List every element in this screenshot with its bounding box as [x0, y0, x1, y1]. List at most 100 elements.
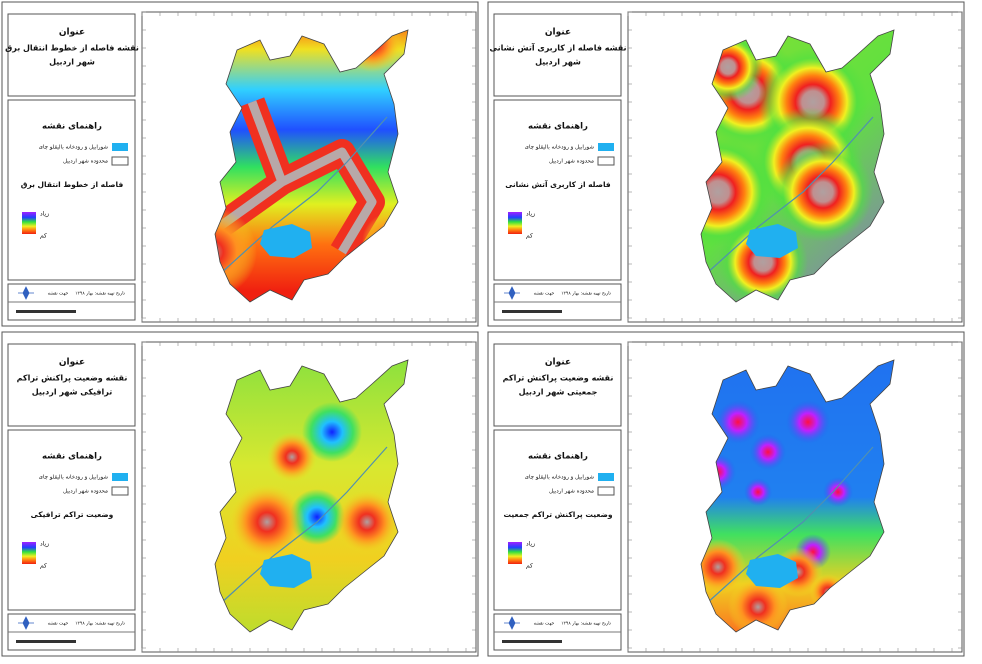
title-heading: عنوان: [545, 358, 571, 368]
map-title: شهر اردبیل: [49, 58, 95, 67]
north-arrow: [504, 286, 520, 300]
legend-item: شورابیل و رودخانه بالیقلو چای: [39, 475, 109, 481]
color-ramp: [508, 542, 522, 564]
layer-title: فاصله از خطوط انتقال برق: [21, 180, 124, 189]
city-map: [214, 359, 409, 633]
map-panel: عنوان نقشه فاصله از خطوط انتقال برق شهر ار…: [1, 1, 479, 327]
map-panel: عنوان نقشه وضعیت پراکنش تراکم جمعیتی شهر ا…: [487, 331, 965, 657]
north-label: جهت نقشه: [48, 292, 69, 297]
city-boundary: [214, 359, 409, 633]
date-label: تاریخ تهیه نقشه: بهار ۱۳۹۸: [561, 291, 612, 297]
boundary-swatch: [597, 486, 615, 496]
heat-spot: [728, 577, 788, 632]
scale-bar: [16, 640, 76, 643]
legend-box: [7, 429, 136, 611]
legend-item: شورابیل و رودخانه بالیقلو چای: [525, 145, 595, 151]
layer-title: وضعیت پراکنش تراکم جمعیت: [503, 510, 612, 519]
map-title: نقشه فاصله از خطوط انتقال برق: [5, 44, 139, 53]
river: [219, 446, 388, 605]
heat-spot: [335, 490, 399, 554]
legend-item: محدوده شهر اردبیل: [63, 489, 108, 495]
heat-spot: [744, 478, 772, 506]
boundary-swatch: [111, 156, 129, 166]
water-swatch: [598, 143, 614, 151]
lake: [746, 554, 798, 588]
map-title: شهر اردبیل: [535, 58, 581, 67]
heat-spot: [267, 432, 317, 482]
power-line: [215, 100, 377, 255]
title-box: [493, 343, 622, 427]
map-title: نقشه فاصله از کاربری آتش نشانی: [490, 43, 627, 54]
water-swatch: [112, 473, 128, 481]
heat-surface: [215, 360, 408, 632]
water-swatch: [112, 143, 128, 151]
map-panel: عنوان نقشه وضعیت پراکنش تراکم ترافیکی شهر …: [1, 331, 479, 657]
date-label: تاریخ تهیه نقشه: بهار ۱۳۹۸: [75, 621, 126, 627]
layer-title: فاصله از کاربری آتش نشانی: [505, 179, 611, 189]
low-label: کم: [526, 563, 533, 570]
low-label: کم: [40, 563, 47, 570]
scale-bar: [16, 310, 76, 313]
north-label: جهت نقشه: [48, 622, 69, 627]
title-heading: عنوان: [59, 28, 85, 38]
title-box: [7, 343, 136, 427]
heat-spot: [229, 484, 305, 560]
legend-heading: راهنمای نقشه: [42, 122, 102, 132]
legend-item: شورابیل و رودخانه بالیقلو چای: [525, 475, 595, 481]
heat-spot: [773, 142, 873, 242]
city-boundary: [700, 29, 895, 303]
river: [705, 446, 874, 605]
heat-spot: [701, 137, 773, 247]
color-ramp: [22, 542, 36, 564]
legend-item: محدوده شهر اردبیل: [549, 159, 594, 165]
city-boundary: [214, 29, 409, 303]
river: [705, 116, 874, 275]
legend-box: [7, 99, 136, 281]
boundary-swatch: [111, 486, 129, 496]
river: [219, 116, 388, 275]
city-boundary: [700, 359, 895, 633]
low-label: کم: [40, 233, 47, 240]
north-arrow: [18, 286, 34, 300]
legend-item: محدوده شهر اردبیل: [63, 159, 108, 165]
layer-title: وضعیت تراکم ترافیکی: [31, 510, 114, 519]
high-label: زیاد: [526, 211, 535, 218]
water-swatch: [598, 473, 614, 481]
date-label: تاریخ تهیه نقشه: بهار ۱۳۹۸: [561, 621, 612, 627]
heat-spot: [823, 477, 853, 507]
legend-item: شورابیل و رودخانه بالیقلو چای: [39, 145, 109, 151]
lake: [260, 224, 312, 258]
lake: [260, 554, 312, 588]
low-label: کم: [526, 233, 533, 240]
title-heading: عنوان: [59, 358, 85, 368]
north-arrow: [504, 616, 520, 630]
scale-bar: [502, 310, 562, 313]
color-ramp: [508, 212, 522, 234]
heat-spot: [302, 402, 362, 462]
legend-heading: راهنمای نقشه: [528, 452, 588, 462]
color-ramp: [22, 212, 36, 234]
heat-spot: [786, 400, 830, 444]
heat-spot: [750, 434, 786, 470]
high-label: زیاد: [526, 541, 535, 548]
high-label: زیاد: [40, 541, 49, 548]
title-box: [7, 13, 136, 97]
legend-heading: راهنمای نقشه: [528, 122, 588, 132]
map-title: نقشه وضعیت پراکنش تراکم: [17, 374, 128, 384]
map-title: ترافیکی شهر اردبیل: [32, 388, 113, 397]
north-label: جهت نقشه: [534, 292, 555, 297]
title-heading: عنوان: [545, 28, 571, 38]
legend-box: [493, 99, 622, 281]
heat-spot: [716, 400, 760, 444]
title-box: [493, 13, 622, 97]
legend-box: [493, 429, 622, 611]
north-arrow: [18, 616, 34, 630]
legend-heading: راهنمای نقشه: [42, 452, 102, 462]
heat-spot: [215, 207, 257, 297]
north-label: جهت نقشه: [534, 622, 555, 627]
lake: [746, 224, 798, 258]
map-title: نقشه وضعیت پراکنش تراکم: [503, 374, 614, 384]
legend-item: محدوده شهر اردبیل: [549, 489, 594, 495]
boundary-swatch: [597, 156, 615, 166]
